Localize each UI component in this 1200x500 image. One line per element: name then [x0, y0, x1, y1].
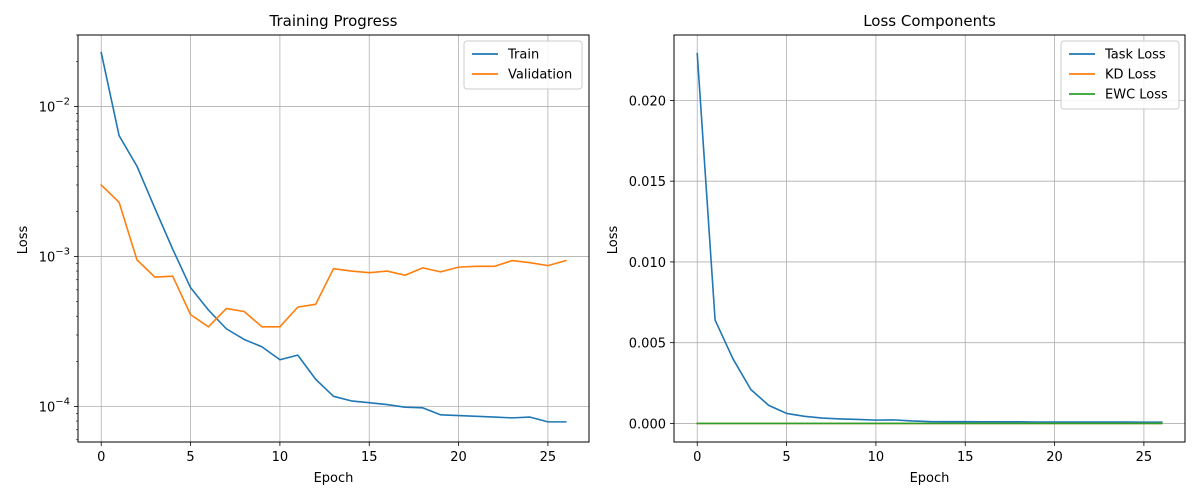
x-tick-label: 20	[450, 450, 467, 465]
x-tick-label: 15	[361, 450, 378, 465]
legend-label: Validation	[508, 68, 572, 83]
x-tick-label: 5	[782, 450, 790, 465]
x-tick-label: 20	[1046, 450, 1063, 465]
legend-label: EWC Loss	[1105, 88, 1168, 103]
loss-components-chart: 0 5 10 15 20 25 0.000 0.005 0.010 0.015 0.020 Los…	[606, 12, 1186, 486]
legend-box	[463, 40, 583, 90]
plot-frame	[673, 34, 1186, 443]
y-tick-label: 0.020	[629, 94, 666, 109]
legend-box	[1060, 40, 1180, 110]
y-tick-label: 10−3	[39, 247, 70, 266]
x-axis-label: Epoch	[910, 471, 950, 486]
x-tick-label: 5	[186, 450, 194, 465]
y-axis-label: Loss	[16, 226, 31, 255]
series-line-task-loss	[696, 52, 1163, 423]
series-line-train	[100, 51, 567, 423]
y-tick-label: 0.015	[629, 175, 666, 190]
training-progress-chart: 0 5 10 15 20 25 10−2 10−3 10−4 Training Progres…	[16, 12, 590, 486]
y-tick-label: 0.005	[629, 337, 666, 352]
x-tick-label: 10	[272, 450, 289, 465]
x-tick-label: 10	[868, 450, 885, 465]
legend-label: Task Loss	[1104, 48, 1166, 63]
y-tick-label: 10−2	[39, 97, 70, 116]
x-tick-label: 15	[957, 450, 974, 465]
chart-title: Loss Components	[863, 12, 996, 30]
legend-label: KD Loss	[1105, 68, 1156, 83]
y-axis-label: Loss	[606, 226, 621, 255]
plot-frame	[77, 34, 590, 443]
x-tick-label: 25	[540, 450, 557, 465]
legend-label: Train	[507, 48, 539, 63]
y-tick-label: 0.000	[629, 417, 666, 432]
y-tick-label: 10−4	[39, 397, 70, 416]
chart-title: Training Progress	[269, 12, 398, 30]
x-axis-label: Epoch	[314, 471, 354, 486]
x-tick-label: 0	[693, 450, 701, 465]
legend: Train Validation	[463, 40, 583, 90]
legend: Task Loss KD Loss EWC Loss	[1060, 40, 1180, 110]
series-line-validation	[100, 183, 567, 328]
y-tick-label: 0.010	[629, 256, 666, 271]
x-tick-label: 0	[97, 450, 105, 465]
x-tick-label: 25	[1136, 450, 1153, 465]
